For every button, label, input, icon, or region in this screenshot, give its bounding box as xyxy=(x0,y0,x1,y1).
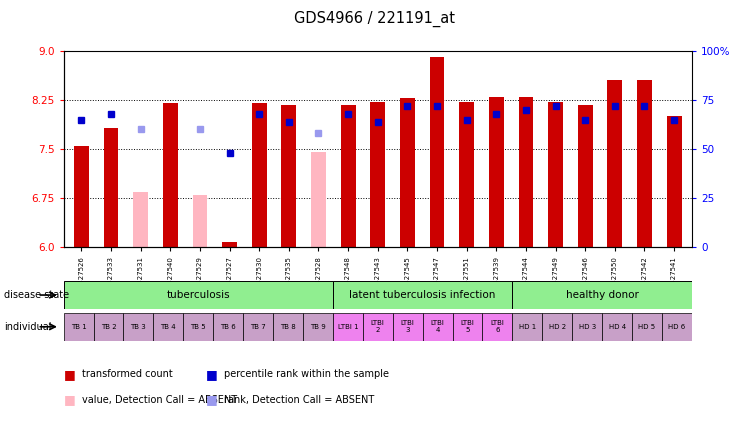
Bar xyxy=(333,281,512,309)
Text: HD 6: HD 6 xyxy=(668,324,686,330)
Bar xyxy=(252,103,266,247)
Bar xyxy=(512,313,542,341)
Bar xyxy=(123,313,153,341)
Text: TB 2: TB 2 xyxy=(101,324,116,330)
Bar xyxy=(453,313,482,341)
Bar xyxy=(363,313,393,341)
Text: HD 3: HD 3 xyxy=(578,324,596,330)
Text: healthy donor: healthy donor xyxy=(565,290,639,300)
Text: TB 3: TB 3 xyxy=(130,324,147,330)
Bar xyxy=(183,313,213,341)
Text: HD 4: HD 4 xyxy=(609,324,625,330)
Bar xyxy=(163,103,178,247)
Bar xyxy=(548,102,563,247)
Bar xyxy=(243,313,273,341)
Bar xyxy=(577,104,592,247)
Text: HD 5: HD 5 xyxy=(639,324,655,330)
Bar xyxy=(273,313,303,341)
Text: TB 4: TB 4 xyxy=(161,324,176,330)
Text: HD 1: HD 1 xyxy=(518,324,536,330)
Bar xyxy=(311,152,326,247)
Text: transformed count: transformed count xyxy=(82,369,173,379)
Text: percentile rank within the sample: percentile rank within the sample xyxy=(224,369,390,379)
Text: tuberculosis: tuberculosis xyxy=(166,290,230,300)
Bar xyxy=(192,195,207,247)
Bar xyxy=(393,313,423,341)
Bar xyxy=(602,313,632,341)
Bar xyxy=(340,104,355,247)
Text: LTBI
3: LTBI 3 xyxy=(401,320,414,333)
Bar xyxy=(512,281,692,309)
Bar xyxy=(518,97,533,247)
Bar xyxy=(64,281,333,309)
Bar xyxy=(222,242,237,247)
Bar xyxy=(64,313,94,341)
Bar xyxy=(400,98,415,247)
Bar xyxy=(429,58,444,247)
Text: HD 2: HD 2 xyxy=(549,324,565,330)
Bar xyxy=(482,313,512,341)
Bar xyxy=(133,192,148,247)
Text: LTBI
6: LTBI 6 xyxy=(491,320,504,333)
Bar xyxy=(281,104,296,247)
Text: TB 9: TB 9 xyxy=(310,324,326,330)
Text: GDS4966 / 221191_at: GDS4966 / 221191_at xyxy=(293,11,455,27)
Bar xyxy=(572,313,602,341)
Text: LTBI 1: LTBI 1 xyxy=(337,324,358,330)
Bar xyxy=(607,80,622,247)
Text: rank, Detection Call = ABSENT: rank, Detection Call = ABSENT xyxy=(224,395,375,405)
Text: LTBI
2: LTBI 2 xyxy=(371,320,384,333)
Text: TB 8: TB 8 xyxy=(280,324,296,330)
Bar xyxy=(489,97,503,247)
Bar xyxy=(459,102,474,247)
Text: TB 1: TB 1 xyxy=(70,324,87,330)
Text: TB 6: TB 6 xyxy=(220,324,236,330)
Bar xyxy=(213,313,243,341)
Bar xyxy=(542,313,572,341)
Text: ■: ■ xyxy=(64,368,76,381)
Bar xyxy=(637,80,652,247)
Bar xyxy=(303,313,333,341)
Bar xyxy=(662,313,692,341)
Bar xyxy=(423,313,453,341)
Text: TB 5: TB 5 xyxy=(191,324,206,330)
Text: LTBI
4: LTBI 4 xyxy=(431,320,444,333)
Bar xyxy=(333,313,363,341)
Bar xyxy=(632,313,662,341)
Text: TB 7: TB 7 xyxy=(250,324,266,330)
Text: value, Detection Call = ABSENT: value, Detection Call = ABSENT xyxy=(82,395,237,405)
Text: latent tuberculosis infection: latent tuberculosis infection xyxy=(349,290,496,300)
Bar xyxy=(103,128,118,247)
Bar xyxy=(94,313,123,341)
Text: individual: individual xyxy=(4,322,52,332)
Bar xyxy=(666,116,681,247)
Text: LTBI
5: LTBI 5 xyxy=(461,320,474,333)
Bar xyxy=(74,146,89,247)
Bar xyxy=(370,102,385,247)
Text: ■: ■ xyxy=(64,393,76,406)
Text: ■: ■ xyxy=(206,393,218,406)
Text: disease state: disease state xyxy=(4,290,69,300)
Bar xyxy=(153,313,183,341)
Text: ■: ■ xyxy=(206,368,218,381)
